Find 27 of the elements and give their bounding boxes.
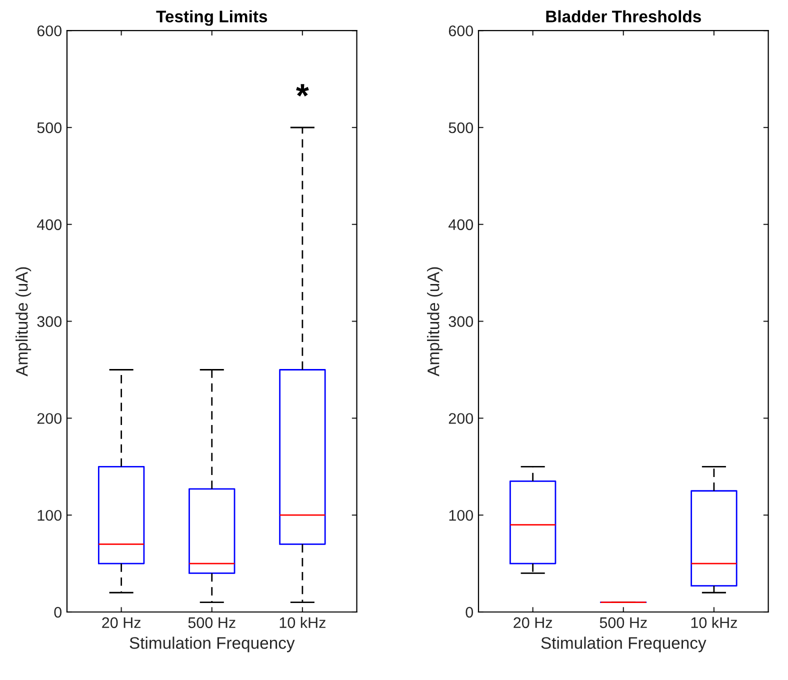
y-tick-label: 400 xyxy=(448,219,474,230)
y-tick-label: 0 xyxy=(54,606,62,618)
x-tick-label: 20 Hz xyxy=(102,617,141,628)
y-tick-label: 100 xyxy=(38,510,62,521)
y-tick-label: 100 xyxy=(449,510,474,521)
y-tick-label: 500 xyxy=(37,122,62,134)
chart-title: Bladder Thresholds xyxy=(546,10,701,22)
x-axis-title: Stimulation Frequency xyxy=(541,636,706,652)
y-tick-label: 200 xyxy=(37,413,62,424)
y-axis-title: Amplitude (uA) xyxy=(16,267,32,376)
x-axis-title: Stimulation Frequency xyxy=(130,636,295,652)
x-tick-label: 10 kHz xyxy=(691,616,737,628)
annotation: * xyxy=(296,84,309,97)
y-tick-label: 600 xyxy=(448,25,474,36)
chart-title: Testing Limits xyxy=(156,10,268,26)
y-tick-label: 300 xyxy=(37,316,62,327)
y-tick-label: 400 xyxy=(36,219,62,230)
y-tick-label: 200 xyxy=(448,413,474,424)
y-tick-label: 600 xyxy=(37,25,62,36)
y-tick-label: 500 xyxy=(448,122,474,134)
x-tick-label: 20 Hz xyxy=(514,617,552,628)
x-tick-label: 500 Hz xyxy=(600,617,647,628)
x-tick-label: 500 Hz xyxy=(188,617,236,628)
y-tick-label: 0 xyxy=(466,606,474,618)
x-tick-label: 10 kHz xyxy=(280,616,326,628)
y-axis-title: Amplitude (uA) xyxy=(427,267,443,376)
y-tick-label: 300 xyxy=(448,316,474,327)
